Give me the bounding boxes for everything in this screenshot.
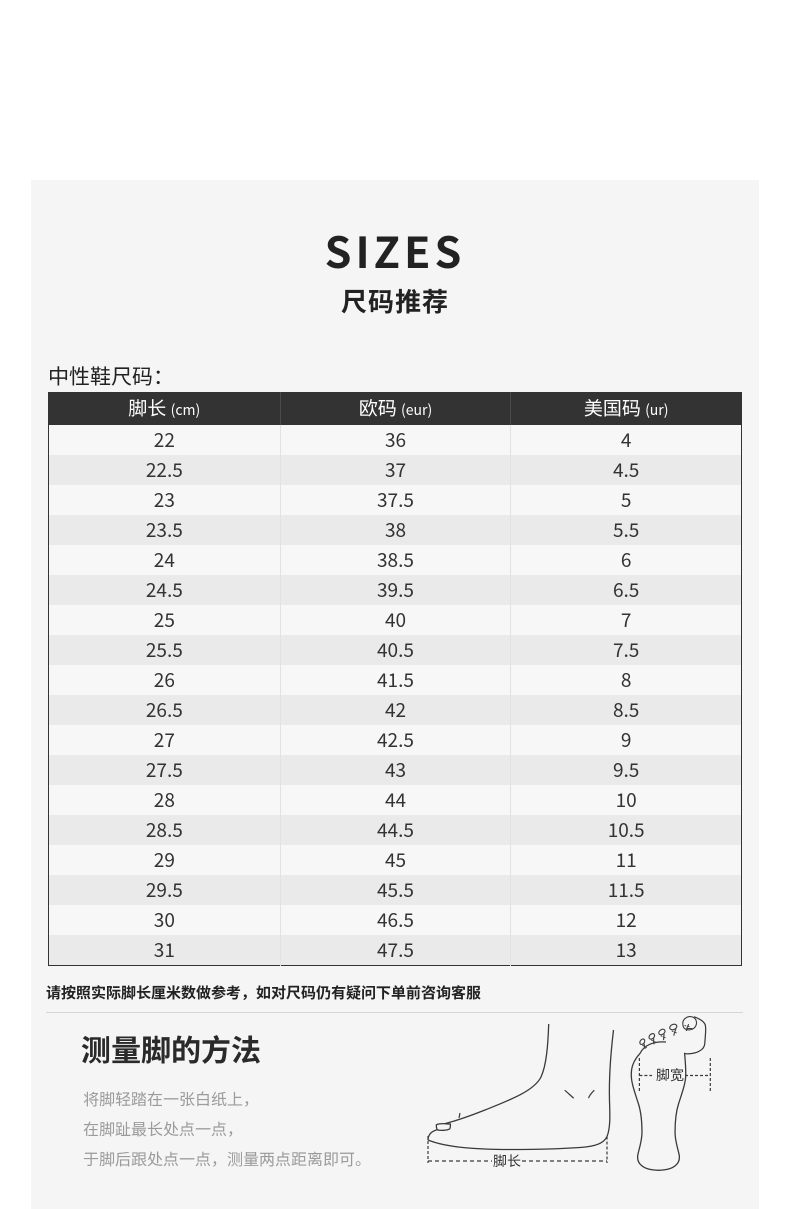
svg-text:脚长: 脚长 — [493, 1151, 521, 1171]
svg-text:脚宽: 脚宽 — [656, 1065, 684, 1085]
